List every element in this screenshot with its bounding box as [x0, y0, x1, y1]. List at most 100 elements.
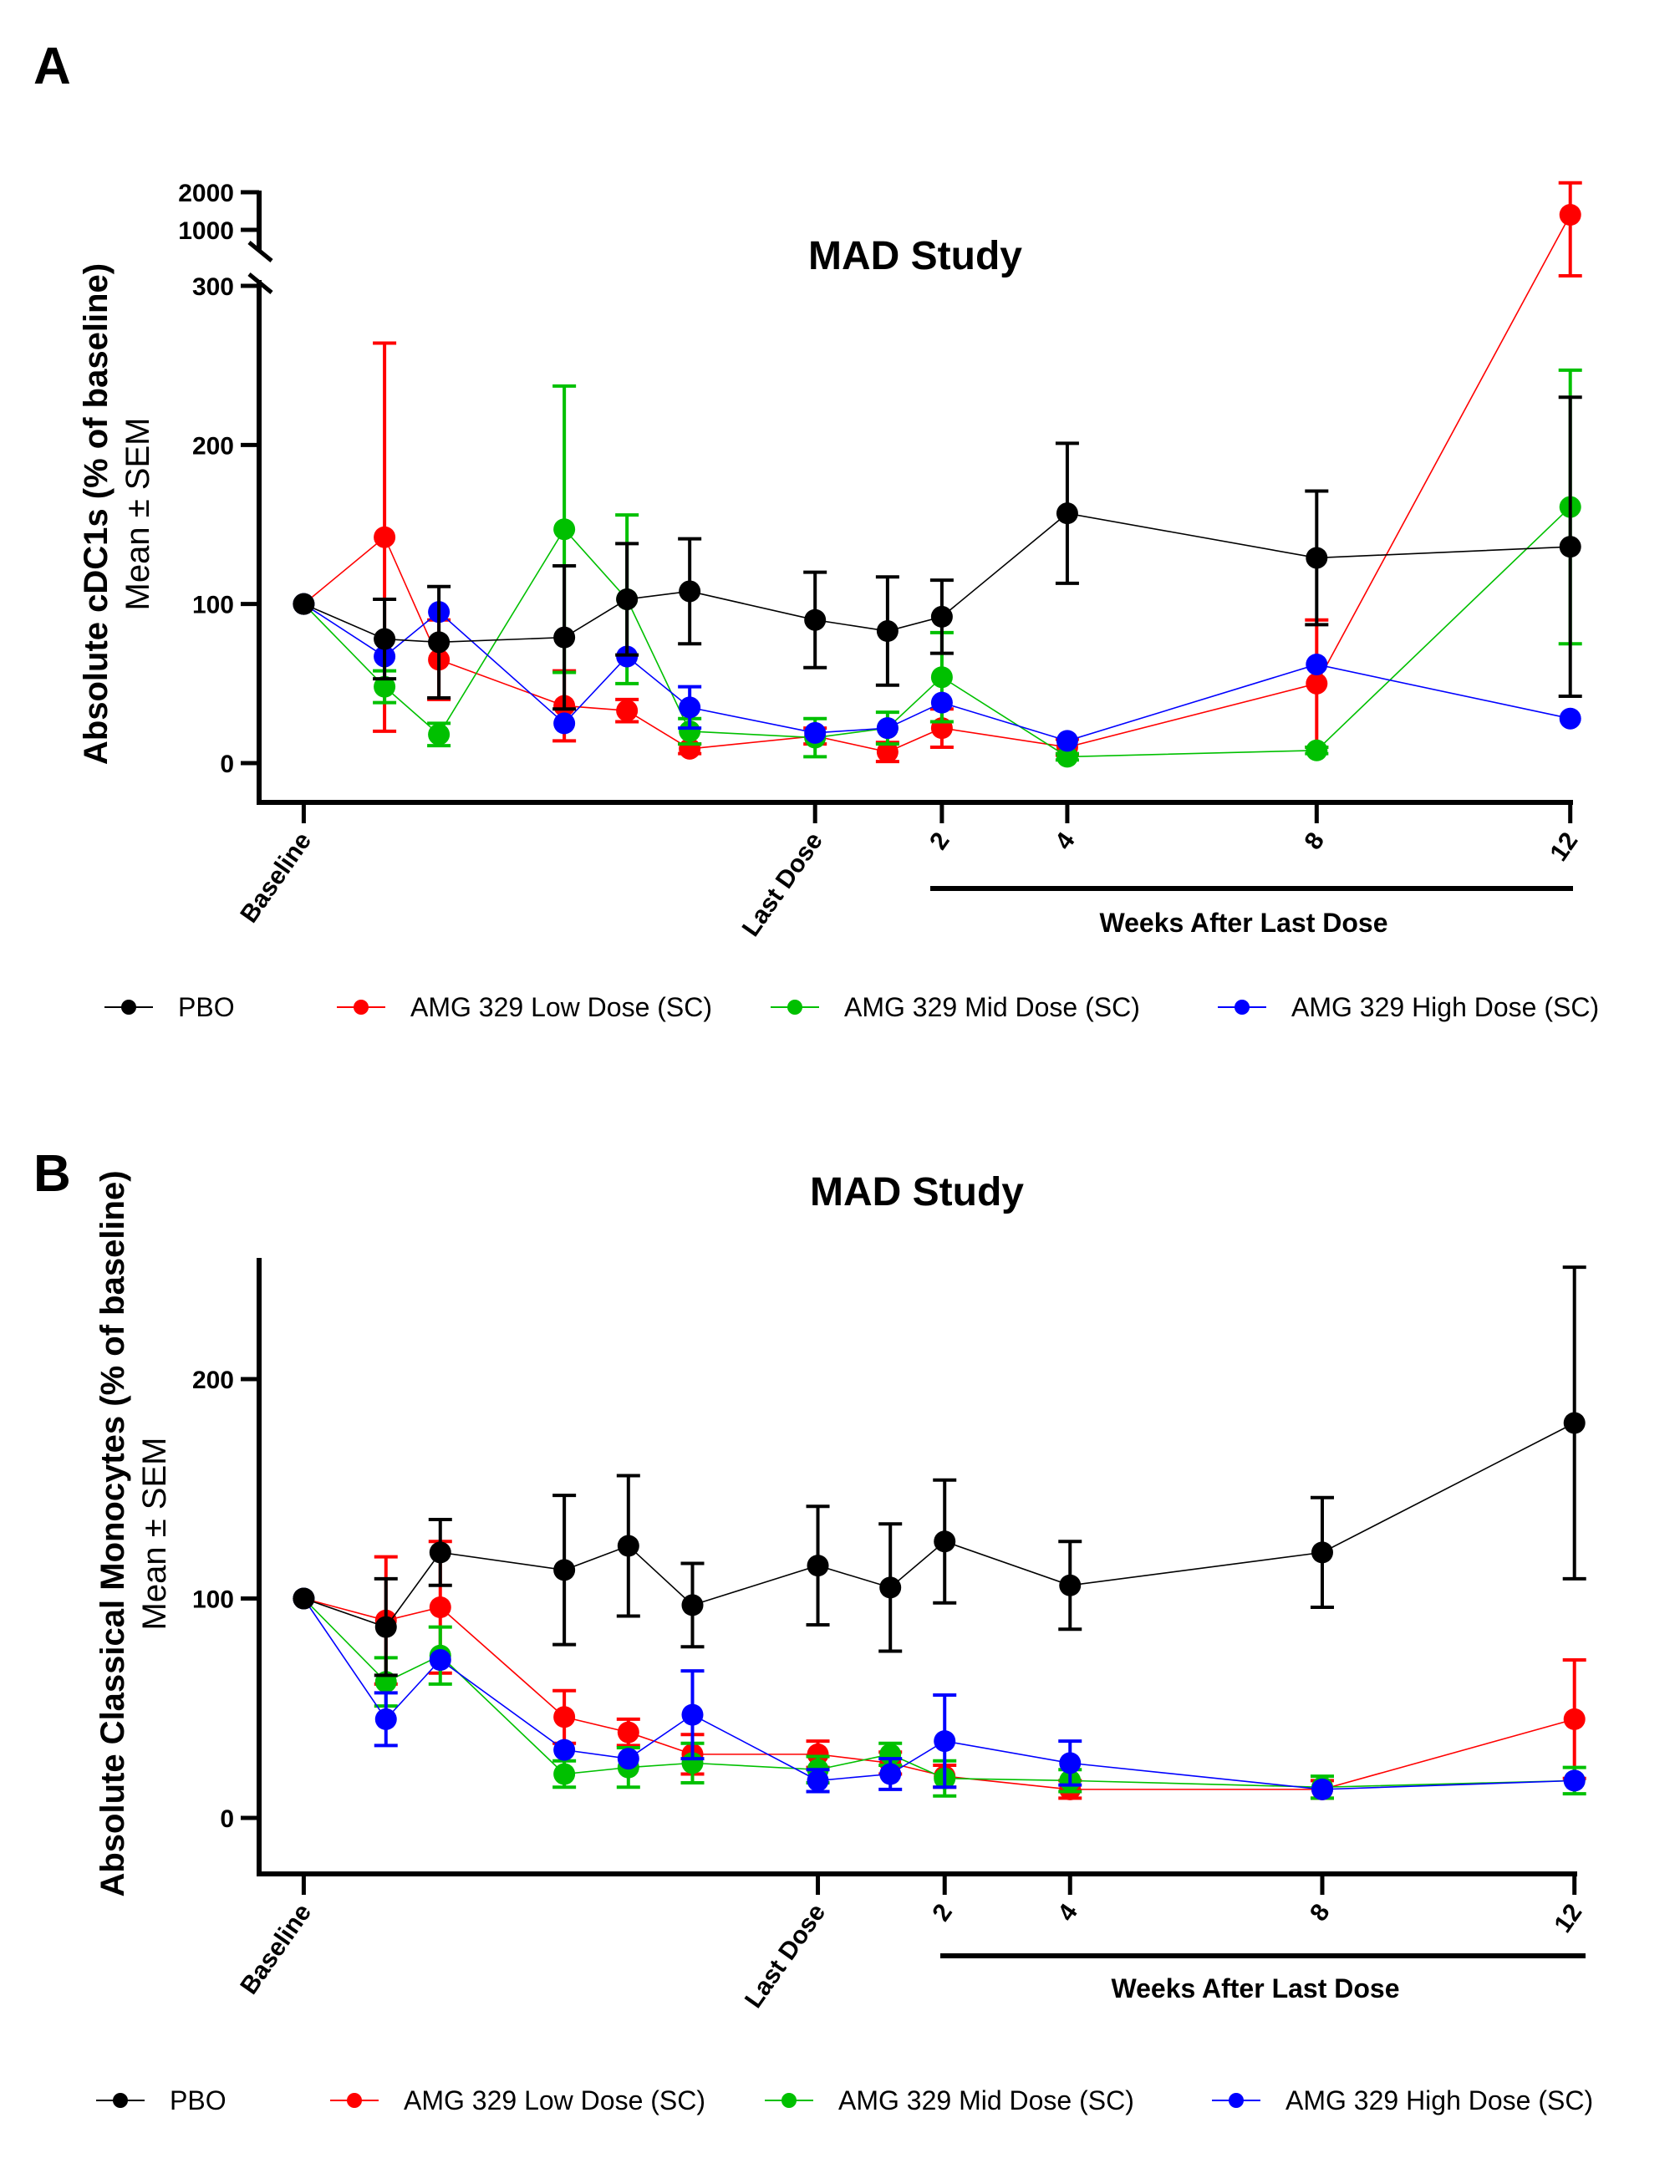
x-tick-label: 12 [1545, 827, 1583, 866]
data-point [934, 1530, 956, 1553]
data-point [1306, 739, 1328, 761]
x-tick-label: 8 [1305, 1899, 1336, 1927]
data-point [679, 720, 701, 742]
y-tick-label: 300 [192, 273, 234, 301]
data-point [1056, 746, 1078, 768]
series-pbo [293, 1265, 1586, 1677]
data-point [1056, 730, 1078, 752]
y-tick-label: 100 [192, 1586, 234, 1614]
legend-marker [787, 1000, 802, 1015]
legend-b: PBO AMG 329 Low Dose (SC) AMG 329 Mid Dose… [96, 2085, 1593, 2115]
data-point [1559, 204, 1581, 226]
data-point [1311, 1778, 1333, 1800]
marks-a [293, 181, 1582, 768]
data-point [876, 741, 899, 763]
data-point [1311, 1541, 1333, 1564]
axis-break-mark [247, 272, 273, 294]
series-line [303, 506, 1571, 758]
series-line [303, 1422, 1576, 1628]
legend-item: AMG 329 High Dose (SC) [1218, 992, 1599, 1022]
legend-label: AMG 329 High Dose (SC) [1285, 2085, 1593, 2115]
data-point [879, 1763, 902, 1785]
legend-label: AMG 329 Low Dose (SC) [410, 992, 712, 1022]
data-point [428, 723, 451, 746]
data-point [428, 631, 451, 654]
series-line [303, 1597, 1575, 1789]
data-point [429, 1649, 451, 1671]
y-tick-label: 100 [192, 592, 234, 619]
data-point [1306, 653, 1328, 675]
data-point [804, 608, 827, 631]
x-tick-label: Last Dose [740, 1899, 831, 2013]
legend-item: AMG 329 Mid Dose (SC) [771, 992, 1140, 1022]
x-tick-label: 12 [1549, 1899, 1587, 1937]
chart-title-a: MAD Study [808, 234, 1022, 278]
legend-marker [1235, 1000, 1250, 1015]
data-point [429, 1541, 451, 1564]
data-point [374, 526, 396, 548]
legend-marker [781, 2093, 797, 2108]
data-point [681, 1594, 704, 1616]
x-tick-label: Baseline [235, 1899, 317, 1999]
y-tick-label: 0 [220, 1805, 234, 1833]
data-point [679, 696, 701, 719]
x-tick-label: 4 [1050, 827, 1081, 855]
data-point [553, 518, 576, 541]
legend-item: PBO [96, 2085, 227, 2115]
panel-a: A MAD Study Absolute cDC1s (% of baselin… [33, 38, 1599, 1022]
data-point [374, 1616, 397, 1638]
x-tick-label: 4 [1052, 1899, 1083, 1927]
data-point [1059, 1752, 1082, 1774]
data-point [429, 1596, 451, 1618]
data-point [293, 1587, 315, 1610]
y-axis-label-a: Absolute cDC1s (% of baseline) [78, 263, 115, 765]
data-point [617, 1721, 639, 1744]
legend-marker [121, 1000, 136, 1015]
legend-label: AMG 329 High Dose (SC) [1291, 992, 1599, 1022]
data-point [553, 1559, 576, 1581]
data-point [1056, 502, 1078, 525]
axis-break-mark [247, 241, 273, 262]
data-point [930, 605, 953, 628]
data-point [876, 717, 899, 740]
legend-marker [113, 2093, 128, 2108]
data-point [807, 1769, 829, 1792]
legend-a: PBO AMG 329 Low Dose (SC) AMG 329 Mid Dose… [104, 992, 1599, 1022]
marks-b [293, 1265, 1586, 1800]
data-point [934, 1730, 956, 1753]
legend-label: AMG 329 Mid Dose (SC) [838, 2085, 1134, 2115]
data-point [1306, 547, 1328, 569]
data-point [679, 580, 701, 603]
data-point [876, 620, 899, 643]
legend-label: AMG 329 Mid Dose (SC) [844, 992, 1140, 1022]
data-point [374, 628, 396, 650]
data-point [553, 1706, 576, 1728]
legend-marker [1229, 2093, 1244, 2108]
y-axis-sublabel-b: Mean ± SEM [136, 1438, 173, 1631]
legend-item: AMG 329 Low Dose (SC) [337, 992, 712, 1022]
legend-item: AMG 329 High Dose (SC) [1212, 2085, 1593, 2115]
data-point [616, 700, 639, 722]
legend-item: AMG 329 Mid Dose (SC) [765, 2085, 1134, 2115]
data-point [1559, 707, 1581, 730]
data-point [1563, 1769, 1586, 1792]
x-tick-label: 2 [924, 827, 955, 855]
series-line [303, 1598, 1575, 1790]
series-amg-329-high-dose-sc- [293, 593, 1581, 752]
legend-item: AMG 329 Low Dose (SC) [330, 2085, 705, 2115]
x-tick-label: Last Dose [737, 827, 828, 941]
legend-marker [354, 1000, 369, 1015]
panel-letter-a: A [33, 38, 71, 95]
series-pbo [293, 395, 1582, 711]
data-point [374, 675, 396, 698]
panel-b: B MAD Study Absolute Classical Monocytes… [33, 1145, 1593, 2115]
data-point [553, 1739, 576, 1761]
y-tick-label: 0 [220, 751, 234, 778]
y-tick-label: 200 [192, 1367, 234, 1394]
data-point [553, 626, 576, 649]
data-point [804, 721, 827, 744]
data-point [374, 1708, 397, 1730]
y-tick-label: 1000 [178, 217, 234, 245]
legend-label: PBO [178, 992, 235, 1022]
